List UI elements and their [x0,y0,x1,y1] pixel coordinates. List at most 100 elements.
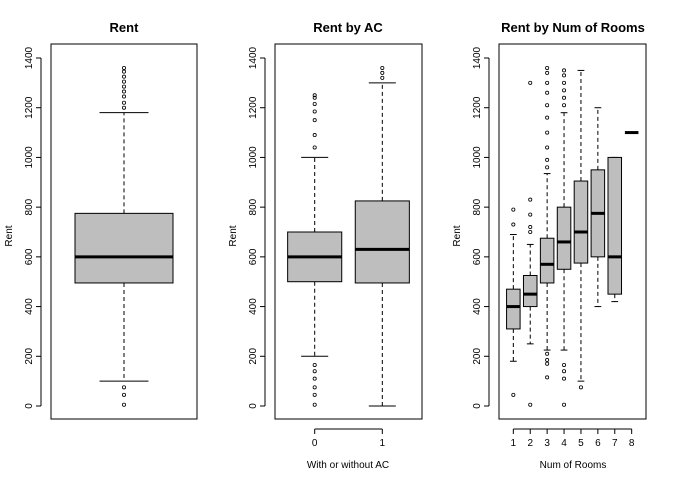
x-tick-label: 5 [578,438,584,449]
outlier-point [545,80,550,85]
y-tick-label: 600 [24,248,35,265]
y-axis: 0 200 400 600 800 1000 1200 1400 [248,46,266,409]
outlier-point [562,73,567,78]
x-tick-label: 4 [561,438,567,449]
outlier-point [511,392,516,397]
box-group [522,80,538,407]
plot-frame [274,43,423,420]
y-tick-label: 200 [24,348,35,365]
outlier-point [545,165,550,170]
outlier-point [122,89,127,94]
y-tick-label: 600 [472,248,483,265]
y-tick-label: 0 [24,403,35,409]
outlier-point [122,402,127,407]
y-tick-label: 1200 [472,96,483,119]
outlier-point [545,361,550,366]
box-group [539,65,555,380]
x-tick-label: 8 [629,438,635,449]
box [522,275,538,308]
outlier-point [312,402,317,407]
outlier-point [528,229,533,234]
x-tick-label: 2 [527,438,533,449]
outlier-point [122,84,127,89]
box-group [287,93,343,407]
outlier-point [545,90,550,95]
y-tick-label: 1400 [248,46,259,69]
outlier-point [122,385,127,390]
x-tick-label: 3 [544,438,550,449]
boxes [506,65,639,407]
box [556,206,572,270]
outlier-point [122,100,127,105]
outlier-point [312,133,317,138]
outlier-point [578,385,583,390]
outlier-point [545,157,550,162]
x-tick-label: 7 [612,438,618,449]
outlier-point [312,385,317,390]
panel-rent-by-rooms: Rent by Num of Rooms Rent Num of Rooms 0… [452,20,647,471]
outlier-point [562,362,567,367]
y-tick-label: 400 [472,298,483,315]
box [539,237,555,284]
outlier-point [312,118,317,123]
y-tick-label: 1400 [24,46,35,69]
x-axis-label: Num of Rooms [540,460,607,471]
outlier-point [545,70,550,75]
panel-title: Rent by Num of Rooms [501,20,645,35]
panel-rent-by-ac: Rent by AC Rent With or without AC 0 200 4… [228,20,423,471]
x-tick-label: 6 [595,438,601,449]
box-group [556,68,572,407]
y-tick-label: 400 [248,298,259,315]
plot-frame [498,43,647,420]
y-tick-label: 1200 [248,96,259,119]
outlier-point [528,80,533,85]
outlier-point [562,80,567,85]
outlier-point [122,392,127,397]
outlier-point [562,376,567,381]
box-group [573,69,589,390]
y-tick-label: 400 [24,298,35,315]
outlier-point [122,79,127,84]
outlier-point [528,225,533,230]
box-group [354,65,410,407]
outlier-point [562,402,567,407]
box-group [74,65,174,407]
outlier-point [562,103,567,108]
outlier-point [545,103,550,108]
outlier-point [312,95,317,100]
outlier-point [528,197,533,202]
boxes [287,65,410,407]
plot-frame [50,43,198,420]
y-tick-label: 1000 [248,146,259,169]
box-group [590,107,606,308]
outlier-point [511,222,516,227]
y-axis: 0 200 400 600 800 1000 1200 1400 [24,46,42,409]
y-tick-label: 800 [248,198,259,215]
outlier-point [312,362,317,367]
outlier-point [312,93,317,98]
y-tick-label: 1000 [24,146,35,169]
outlier-point [562,369,567,374]
y-tick-label: 1400 [472,46,483,69]
y-tick-label: 0 [472,403,483,409]
box [74,212,174,284]
outlier-point [312,145,317,150]
outlier-point [545,115,550,120]
outlier-point [545,358,550,363]
boxes [74,65,174,407]
outlier-point [380,70,385,75]
box-group [506,207,521,397]
outlier-point [545,375,550,380]
outlier-point [562,88,567,93]
box [573,180,589,264]
outlier-point [562,95,567,100]
y-tick-label: 0 [248,403,259,409]
outlier-point [545,130,550,135]
outlier-point [545,351,550,356]
outlier-point [312,392,317,397]
y-tick-label: 200 [248,348,259,365]
y-tick-label: 800 [472,198,483,215]
y-axis-label: Rent [228,225,239,246]
